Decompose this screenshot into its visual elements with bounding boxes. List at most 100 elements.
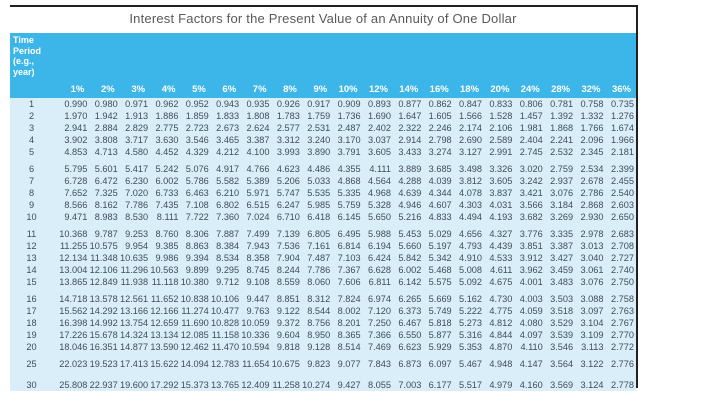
group-spacer-row <box>10 288 636 293</box>
rate-column-header: 20% <box>484 33 515 98</box>
table-row: 5 4.853 4.713 4.580 4.452 4.329 4.212 4.100 3.99… <box>10 146 636 158</box>
factor-cell: 5.749 <box>423 305 454 317</box>
factor-cell: 4.979 <box>484 379 515 391</box>
table-row: 20 18.046 16.351 14.877 13.590 12.462 11.470 10… <box>10 341 636 353</box>
period-cell: 19 <box>10 329 59 341</box>
factor-cell: 10.563 <box>150 264 181 276</box>
factor-cell: 3.124 <box>575 379 606 391</box>
factor-cell: 4.494 <box>453 211 485 223</box>
factor-cell: 10.380 <box>180 276 211 288</box>
factor-cell: 2.532 <box>544 146 576 158</box>
factor-cell: 11.118 <box>150 276 181 288</box>
factor-cell: 7.824 <box>332 293 363 305</box>
factor-cell: 5.517 <box>453 379 485 391</box>
factor-cell: 22.937 <box>89 379 120 391</box>
factor-cell: 17.292 <box>150 379 181 391</box>
factor-cell: 9.818 <box>271 341 302 353</box>
factor-cell: 5.929 <box>423 341 454 353</box>
factor-cell: 8.756 <box>301 317 333 329</box>
factor-cell: 4.001 <box>514 276 545 288</box>
factor-cell: 12.106 <box>89 264 120 276</box>
factor-cell: 5.971 <box>241 187 272 199</box>
factor-cell: 18.046 <box>59 341 90 353</box>
factor-cell: 12.166 <box>150 305 181 317</box>
table-row: 16 14.718 13.578 12.561 11.652 10.838 10.106 9.… <box>10 293 636 305</box>
factor-cell: 9.954 <box>119 240 151 252</box>
period-cell: 8 <box>10 187 59 199</box>
factor-cell: 6.802 <box>210 199 242 211</box>
factor-cell: 3.569 <box>544 379 576 391</box>
factor-cell: 0.806 <box>514 98 545 110</box>
table-row: 4 3.902 3.808 3.717 3.630 3.546 3.465 3.387 3.31… <box>10 134 636 146</box>
rate-column-header: 24% <box>514 33 545 98</box>
factor-cell: 19.600 <box>119 379 151 391</box>
factor-cell: 8.514 <box>332 341 363 353</box>
factor-cell: 0.943 <box>210 98 242 110</box>
factor-cell: 5.582 <box>210 175 242 187</box>
factor-cell: 10.477 <box>210 305 242 317</box>
factor-cell: 1.736 <box>332 110 363 122</box>
factor-cell: 7.887 <box>210 228 242 240</box>
factor-cell: 5.786 <box>180 175 211 187</box>
period-column-header-line: (e.g., <box>13 56 35 66</box>
group-spacer-row <box>10 370 636 379</box>
factor-cell: 6.194 <box>362 240 393 252</box>
factor-cell: 3.564 <box>544 358 576 370</box>
factor-cell: 6.424 <box>362 252 393 264</box>
factor-cell: 16.351 <box>89 341 120 353</box>
factor-cell: 13.166 <box>119 305 151 317</box>
table-row: 9 8.566 8.162 7.786 7.435 7.108 6.802 6.515 6.24… <box>10 199 636 211</box>
factor-cell: 8.002 <box>332 305 363 317</box>
group-spacer-row <box>10 353 636 358</box>
factor-cell: 12.849 <box>89 276 120 288</box>
factor-cell: 3.812 <box>453 175 485 187</box>
factor-cell: 9.471 <box>59 211 90 223</box>
table-row: 15 13.865 12.849 11.938 11.118 10.380 9.712 9.1… <box>10 276 636 288</box>
factor-cell: 1.808 <box>241 110 272 122</box>
top-divider <box>10 5 638 7</box>
factor-cell: 3.326 <box>484 163 515 175</box>
factor-cell: 7.904 <box>271 252 302 264</box>
factor-cell: 2.174 <box>453 122 485 134</box>
factor-cell: 12.085 <box>180 329 211 341</box>
factor-cell: 5.747 <box>271 187 302 199</box>
factor-cell: 4.452 <box>150 146 181 158</box>
factor-cell: 7.325 <box>89 187 120 199</box>
factor-cell: 3.682 <box>514 211 545 223</box>
factor-cell: 7.435 <box>150 199 181 211</box>
period-cell: 15 <box>10 276 59 288</box>
factor-cell: 6.495 <box>332 228 363 240</box>
rate-column-header: 10% <box>332 33 363 98</box>
factor-cell: 5.985 <box>301 199 333 211</box>
factor-cell: 13.590 <box>150 341 181 353</box>
factor-cell: 1.783 <box>271 110 302 122</box>
factor-cell: 4.910 <box>453 252 485 264</box>
factor-cell: 8.201 <box>332 317 363 329</box>
factor-cell: 1.276 <box>605 110 636 122</box>
rate-column-header: 9% <box>301 33 333 98</box>
factor-cell: 9.108 <box>241 276 272 288</box>
factor-cell: 3.776 <box>514 228 545 240</box>
factor-cell: 4.288 <box>392 175 424 187</box>
period-cell: 17 <box>10 305 59 317</box>
factor-cell: 2.978 <box>575 228 606 240</box>
factor-cell: 1.759 <box>301 110 333 122</box>
factor-cell: 2.246 <box>423 122 454 134</box>
factor-cell: 2.345 <box>575 146 606 158</box>
factor-cell: 8.534 <box>210 252 242 264</box>
factor-cell: 1.457 <box>514 110 545 122</box>
factor-cell: 1.966 <box>605 134 636 146</box>
factor-cell: 0.962 <box>150 98 181 110</box>
factor-cell: 4.917 <box>210 163 242 175</box>
factor-cell: 0.971 <box>119 98 151 110</box>
factor-cell: 6.814 <box>332 240 363 252</box>
factor-cell: 3.605 <box>484 175 515 187</box>
factor-cell: 2.772 <box>605 341 636 353</box>
factor-cell: 3.498 <box>453 163 485 175</box>
rate-column-header: 16% <box>423 33 454 98</box>
factor-cell: 6.418 <box>301 211 333 223</box>
factor-cell: 12.561 <box>119 293 151 305</box>
factor-cell: 6.145 <box>332 211 363 223</box>
factor-cell: 0.735 <box>605 98 636 110</box>
factor-cell: 7.367 <box>332 264 363 276</box>
